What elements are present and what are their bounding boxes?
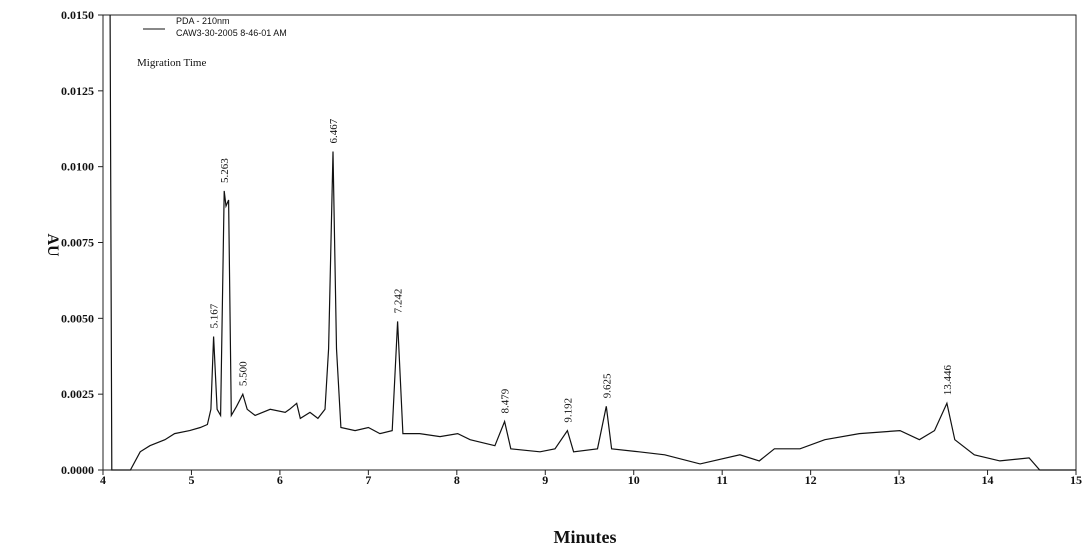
peak-label: 6.467 [328,118,340,143]
y-tick-label: 0.0150 [61,8,94,22]
y-tick-label: 0.0100 [61,160,94,174]
peak-label: 7.242 [393,289,405,314]
trace-line [109,14,1076,471]
y-tick-label: 0.0050 [61,311,94,325]
x-tick-label: 7 [365,473,371,487]
x-tick-label: 6 [277,473,283,487]
peak-label: 13.446 [942,365,954,396]
peak-label: 5.500 [238,361,250,386]
y-tick-label: 0.0000 [61,463,94,477]
x-tick-label: 14 [982,473,994,487]
peak-label: 5.263 [219,158,231,183]
x-tick-label: 10 [628,473,640,487]
x-tick-label: 5 [188,473,194,487]
x-tick-label: 9 [542,473,548,487]
plot-frame [102,14,1077,471]
y-tick-label: 0.0125 [61,84,94,98]
x-tick-label: 13 [893,473,905,487]
peak-label: 5.167 [209,303,221,328]
peak-label: 9.192 [562,398,574,423]
x-axis-label: Minutes [554,527,617,547]
sample-label: CAW3-30-2005 8-46-01 AM [176,28,287,38]
y-tick-label: 0.0075 [61,236,94,250]
x-tick-label: 15 [1070,473,1082,487]
subtitle: Migration Time [137,57,206,69]
peak-label: 9.625 [601,373,613,398]
x-tick-label: 11 [717,473,728,487]
x-tick-label: 4 [100,473,106,487]
y-axis-label: AU [44,233,61,257]
legend-entry: PDA - 210nm [176,16,230,26]
x-tick-label: 8 [454,473,460,487]
x-tick-label: 12 [805,473,817,487]
peak-label: 8.479 [500,388,512,413]
y-tick-label: 0.0025 [61,387,94,401]
